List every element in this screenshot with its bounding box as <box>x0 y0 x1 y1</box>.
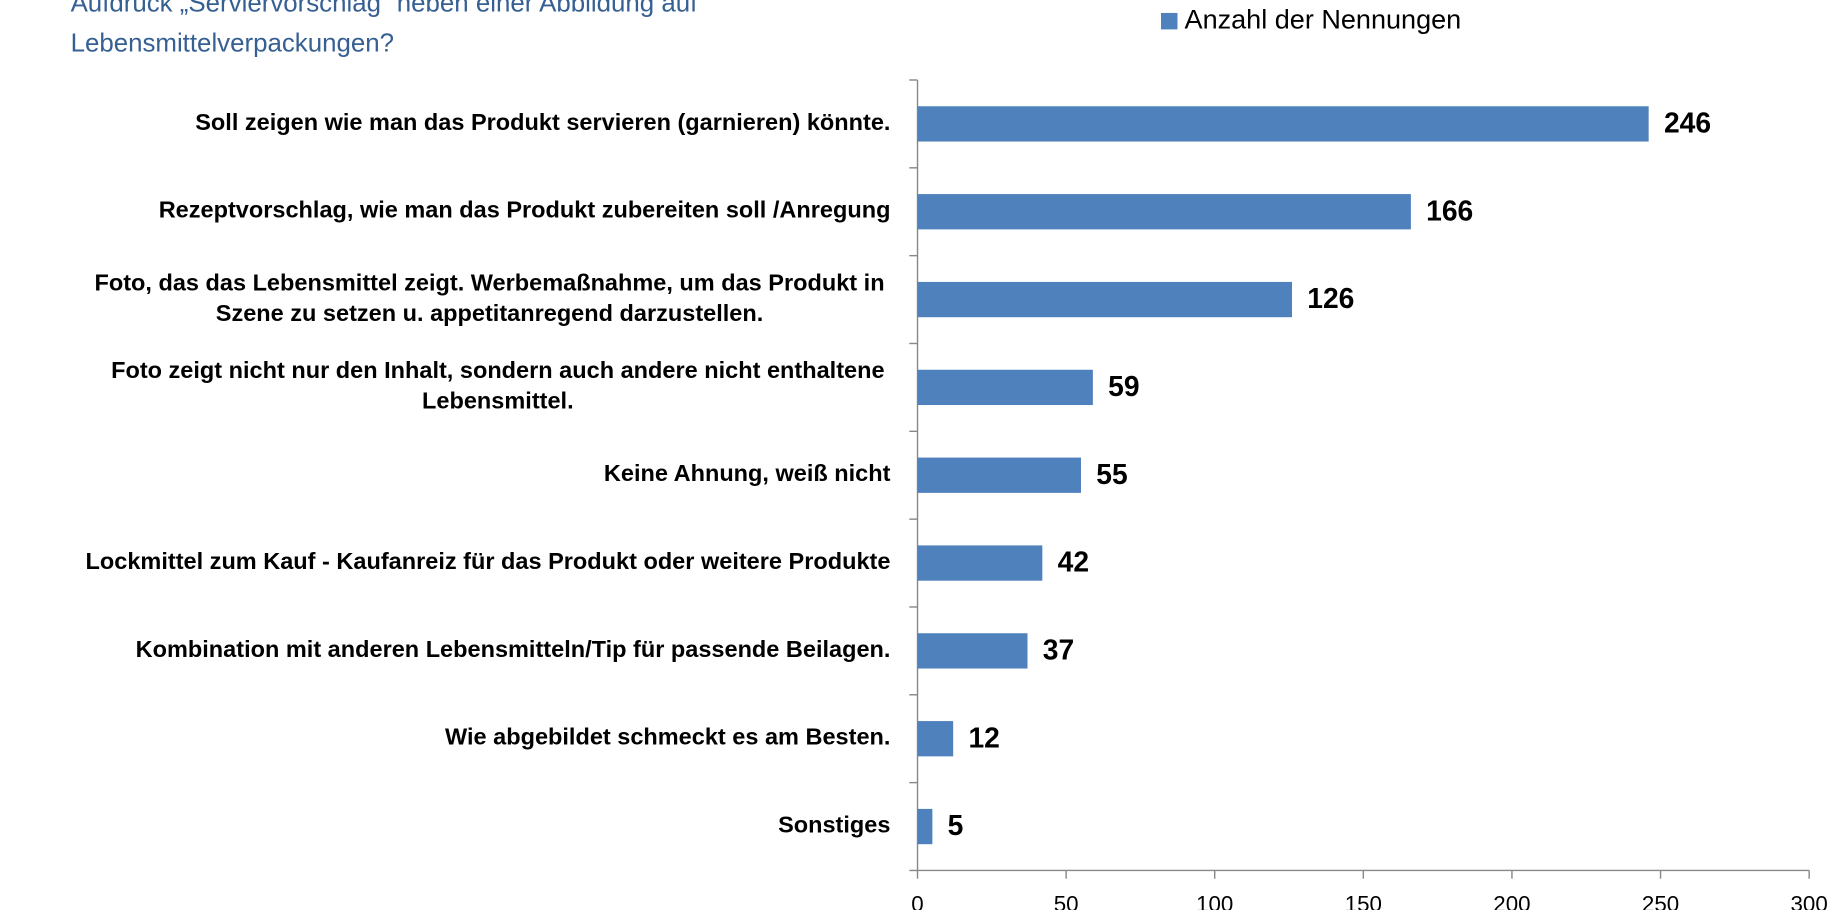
value-label: 12 <box>968 721 999 753</box>
category-label: Keine Ahnung, weiß nicht <box>604 460 891 486</box>
bar <box>917 194 1411 230</box>
x-tick-label: 200 <box>1493 892 1530 910</box>
value-label: 166 <box>1426 194 1473 226</box>
x-tick-label: 0 <box>911 892 923 910</box>
bar <box>917 369 1093 406</box>
bar <box>917 721 954 757</box>
category-label: Lockmittel zum Kauf - Kaufanreiz für das… <box>86 548 891 574</box>
category-label: Rezeptvorschlag, wie man das Produkt zub… <box>159 197 891 223</box>
value-label: 59 <box>1108 370 1139 402</box>
bar <box>917 808 933 845</box>
category-label: Soll zeigen wie man das Produkt serviere… <box>195 109 890 135</box>
category-label: Foto, das das Lebensmittel zeigt. Werbem… <box>94 269 884 326</box>
category-label: Foto zeigt nicht nur den Inhalt, sondern… <box>111 357 884 414</box>
legend-swatch <box>1161 12 1178 30</box>
bar <box>917 633 1028 669</box>
x-tick-label: 250 <box>1642 892 1679 910</box>
value-label: 55 <box>1096 458 1127 490</box>
value-label: 42 <box>1058 546 1089 578</box>
bar <box>917 457 1081 493</box>
x-tick-label: 150 <box>1345 892 1382 910</box>
bar <box>917 545 1043 581</box>
chart-title: Lebensmittelverpackungen? <box>71 30 394 58</box>
category-label: Sonstiges <box>778 812 890 838</box>
x-tick-label: 50 <box>1054 892 1079 910</box>
legend-label: Anzahl der Nennungen <box>1185 4 1462 34</box>
category-label: Kombination mit anderen Lebensmitteln/Ti… <box>136 636 891 662</box>
x-tick-label: 100 <box>1196 892 1233 910</box>
x-tick-label: 300 <box>1791 892 1828 910</box>
chart-title: Aufdruck „Serviervorschlag“ neben einer … <box>71 0 699 18</box>
value-label: 37 <box>1043 634 1074 666</box>
bar <box>917 281 1293 318</box>
value-label: 246 <box>1664 107 1711 139</box>
plot: Aufdruck „Serviervorschlag“ neben einer … <box>71 0 1828 910</box>
category-label: Wie abgebildet schmeckt es am Besten. <box>445 724 890 750</box>
value-label: 126 <box>1307 282 1354 314</box>
bar <box>917 106 1649 142</box>
value-label: 5 <box>948 809 964 841</box>
